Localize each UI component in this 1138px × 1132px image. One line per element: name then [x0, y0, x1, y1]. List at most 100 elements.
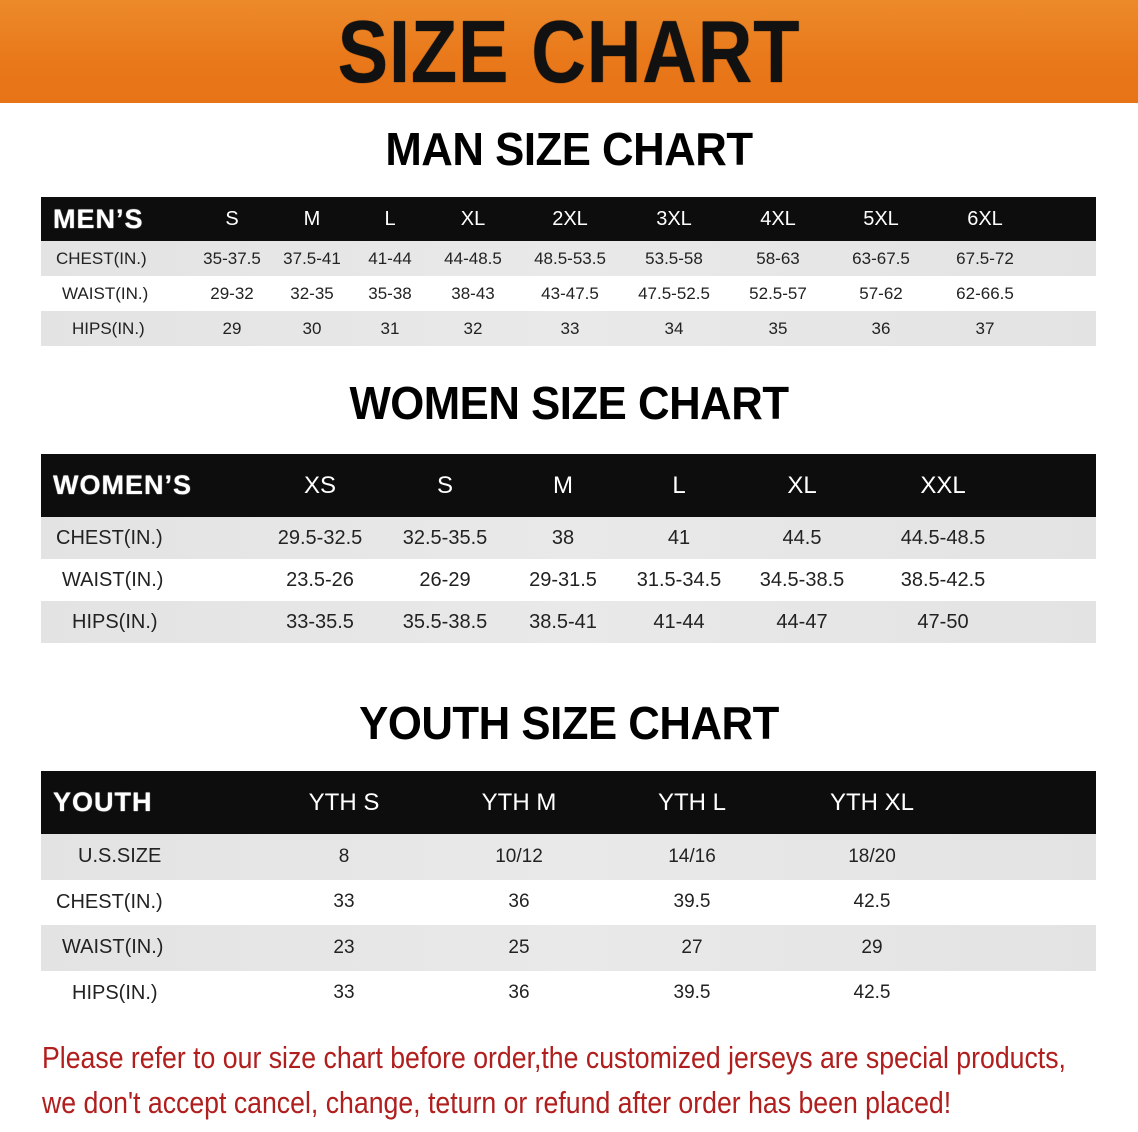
- measurement-cell: 18/20: [848, 845, 896, 867]
- size-header-cell: 3XL: [656, 207, 692, 230]
- measurement-cell: 25: [508, 936, 530, 958]
- row-label: WAIST(IN.): [62, 568, 164, 591]
- measurement-cell: 36: [508, 982, 530, 1004]
- measurement-cell: 44.5-48.5: [900, 526, 986, 549]
- measurement-cell: 8: [338, 845, 350, 867]
- women-size-table: WOMEN’S XS S M L XL XXL CHEST(IN.) 29.5-32.5 32.5…: [41, 454, 1096, 643]
- measurement-cell: 38.5-41: [529, 610, 597, 633]
- measurement-cell: 26-29: [419, 568, 471, 591]
- measurement-cell: 42.5: [853, 891, 891, 913]
- size-header-cell: S: [225, 207, 239, 230]
- women-header-label: WOMEN’S: [53, 470, 192, 500]
- row-label: HIPS(IN.): [72, 610, 158, 633]
- measurement-cell: 63-67.5: [852, 248, 910, 268]
- measurement-cell: 32: [463, 318, 483, 338]
- size-chart-banner: SIZE CHART: [0, 0, 1138, 103]
- measurement-cell: 23: [333, 936, 355, 958]
- measurement-cell: 44-48.5: [444, 248, 502, 268]
- men-size-table: MEN’S S M L XL 2XL 3XL 4XL 5XL 6XL CHEST(IN.) 35-37…: [41, 197, 1096, 346]
- measurement-cell: 38.5-42.5: [900, 568, 986, 591]
- size-header-cell: XS: [303, 471, 337, 499]
- measurement-cell: 23.5-26: [286, 568, 354, 591]
- table-row: WAIST(IN.) 29-32 32-35 35-38 38-43 43-47.5 47.…: [41, 276, 1096, 311]
- measurement-cell: 35-37.5: [203, 248, 261, 268]
- size-header-cell: XL: [460, 207, 486, 230]
- measurement-cell: 43-47.5: [541, 283, 599, 303]
- measurement-cell: 38: [551, 526, 575, 549]
- size-header-cell: 6XL: [967, 207, 1003, 230]
- measurement-cell: 29-32: [210, 283, 254, 303]
- youth-section-title: YOUTH SIZE CHART: [359, 697, 779, 749]
- measurement-cell: 29-31.5: [529, 568, 597, 591]
- measurement-cell: 41: [667, 526, 691, 549]
- measurement-cell: 44-47: [776, 610, 828, 633]
- measurement-cell: 62-66.5: [956, 283, 1014, 303]
- size-header-cell: L: [672, 471, 686, 499]
- table-row: U.S.SIZE 8 10/12 14/16 18/20: [41, 834, 1096, 880]
- measurement-cell: 32-35: [290, 283, 334, 303]
- measurement-cell: 47.5-52.5: [638, 283, 710, 303]
- row-label: CHEST(IN.): [56, 248, 147, 268]
- measurement-cell: 30: [302, 318, 322, 338]
- measurement-cell: 33: [333, 891, 355, 913]
- youth-header-row: YOUTH YTH S YTH M YTH L YTH XL: [41, 771, 1096, 834]
- men-header-label: MEN’S: [53, 203, 144, 234]
- measurement-cell: 41-44: [653, 610, 705, 633]
- youth-size-table: YOUTH YTH S YTH M YTH L YTH XL U.S.SIZE 8 10/12…: [41, 771, 1096, 1016]
- measurement-cell: 58-63: [756, 248, 800, 268]
- measurement-cell: 35-38: [368, 283, 412, 303]
- measurement-cell: 29.5-32.5: [277, 526, 363, 549]
- measurement-cell: 67.5-72: [956, 248, 1014, 268]
- measurement-cell: 35.5-38.5: [402, 610, 488, 633]
- measurement-cell: 44.5: [782, 526, 822, 549]
- measurement-cell: 47-50: [917, 610, 969, 633]
- measurement-cell: 39.5: [673, 982, 711, 1004]
- measurement-cell: 41-44: [368, 248, 412, 268]
- row-label: CHEST(IN.): [56, 526, 163, 549]
- measurement-cell: 27: [681, 936, 703, 958]
- size-header-cell: S: [436, 471, 454, 499]
- row-label: HIPS(IN.): [72, 318, 145, 338]
- measurement-cell: 10/12: [495, 845, 543, 867]
- measurement-cell: 32.5-35.5: [402, 526, 488, 549]
- table-row: CHEST(IN.) 33 36 39.5 42.5: [41, 879, 1096, 925]
- measurement-cell: 33: [560, 318, 580, 338]
- men-header-row: MEN’S S M L XL 2XL 3XL 4XL 5XL 6XL: [41, 197, 1096, 241]
- table-row: WAIST(IN.) 23.5-26 26-29 29-31.5 31.5-34.5 34…: [41, 559, 1096, 601]
- page-title: SIZE CHART: [337, 2, 801, 101]
- women-header-row: WOMEN’S XS S M L XL XXL: [41, 454, 1096, 517]
- table-row: HIPS(IN.) 33 36 39.5 42.5: [41, 970, 1096, 1016]
- size-header-cell: M: [553, 471, 573, 499]
- size-header-cell: 4XL: [760, 207, 796, 230]
- size-header-cell: 5XL: [863, 207, 899, 230]
- measurement-cell: 29: [222, 318, 242, 338]
- measurement-cell: 38-43: [451, 283, 495, 303]
- size-header-cell: YTH S: [308, 788, 380, 816]
- size-header-cell: YTH L: [657, 788, 727, 816]
- measurement-cell: 36: [871, 318, 891, 338]
- row-label: CHEST(IN.): [56, 890, 163, 913]
- size-header-cell: M: [303, 207, 321, 230]
- measurement-cell: 34.5-38.5: [759, 568, 845, 591]
- notice-line-1: Please refer to our size chart before or…: [42, 1040, 1066, 1075]
- youth-header-label: YOUTH: [53, 787, 153, 817]
- measurement-cell: 39.5: [673, 891, 711, 913]
- row-label: WAIST(IN.): [62, 936, 164, 959]
- measurement-cell: 52.5-57: [749, 283, 807, 303]
- table-row: HIPS(IN.) 33-35.5 35.5-38.5 38.5-41 41-44 44-…: [41, 601, 1096, 643]
- size-header-cell: XL: [787, 471, 817, 499]
- row-label: HIPS(IN.): [72, 981, 158, 1004]
- measurement-cell: 31.5-34.5: [636, 568, 722, 591]
- table-row: CHEST(IN.) 29.5-32.5 32.5-35.5 38 41 44.5 44.5…: [41, 517, 1096, 559]
- table-row: HIPS(IN.) 29 30 31 32 33 34 35 36 37: [41, 311, 1096, 346]
- measurement-cell: 53.5-58: [645, 248, 703, 268]
- size-header-cell: XXL: [920, 471, 966, 499]
- measurement-cell: 48.5-53.5: [534, 248, 606, 268]
- measurement-cell: 35: [768, 318, 788, 338]
- women-section-title: WOMEN SIZE CHART: [349, 377, 789, 429]
- men-section-title: MAN SIZE CHART: [385, 123, 753, 175]
- measurement-cell: 57-62: [859, 283, 903, 303]
- measurement-cell: 29: [861, 936, 883, 958]
- measurement-cell: 31: [380, 318, 400, 338]
- size-header-cell: 2XL: [552, 207, 588, 230]
